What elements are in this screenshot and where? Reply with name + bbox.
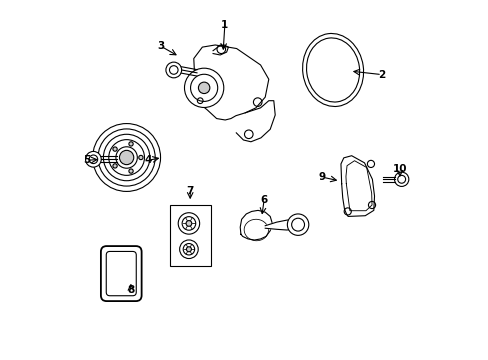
Bar xyxy=(170,205,210,266)
Circle shape xyxy=(129,142,133,146)
Polygon shape xyxy=(236,101,275,142)
Polygon shape xyxy=(192,45,268,120)
Text: 6: 6 xyxy=(260,195,267,204)
Ellipse shape xyxy=(302,33,363,107)
Circle shape xyxy=(287,214,308,235)
Text: 1: 1 xyxy=(221,19,228,30)
Text: 7: 7 xyxy=(186,186,194,196)
Circle shape xyxy=(129,169,133,173)
Text: 3: 3 xyxy=(157,41,164,51)
Polygon shape xyxy=(240,210,272,240)
Circle shape xyxy=(291,218,304,231)
Circle shape xyxy=(165,62,181,78)
Text: 5: 5 xyxy=(83,156,90,165)
FancyBboxPatch shape xyxy=(101,246,142,301)
Circle shape xyxy=(186,221,191,226)
Circle shape xyxy=(198,82,209,94)
Circle shape xyxy=(93,123,160,192)
Circle shape xyxy=(103,134,149,181)
Text: 8: 8 xyxy=(127,285,134,295)
Ellipse shape xyxy=(306,38,359,102)
Polygon shape xyxy=(340,156,374,216)
Circle shape xyxy=(116,147,137,168)
Circle shape xyxy=(190,74,217,102)
Circle shape xyxy=(394,172,408,186)
Text: 9: 9 xyxy=(318,172,325,182)
Circle shape xyxy=(113,164,117,168)
Circle shape xyxy=(85,152,101,167)
Circle shape xyxy=(182,217,195,230)
Circle shape xyxy=(119,150,134,165)
Circle shape xyxy=(178,213,199,234)
Circle shape xyxy=(139,156,143,159)
Circle shape xyxy=(179,240,198,258)
Circle shape xyxy=(183,243,194,255)
Circle shape xyxy=(108,140,144,175)
Text: 2: 2 xyxy=(378,69,385,80)
FancyBboxPatch shape xyxy=(106,251,136,296)
Circle shape xyxy=(113,147,117,151)
Text: 4: 4 xyxy=(144,156,151,165)
Circle shape xyxy=(186,247,191,252)
Circle shape xyxy=(98,129,155,186)
Text: 10: 10 xyxy=(392,164,407,174)
Polygon shape xyxy=(264,220,301,230)
Circle shape xyxy=(184,68,224,108)
